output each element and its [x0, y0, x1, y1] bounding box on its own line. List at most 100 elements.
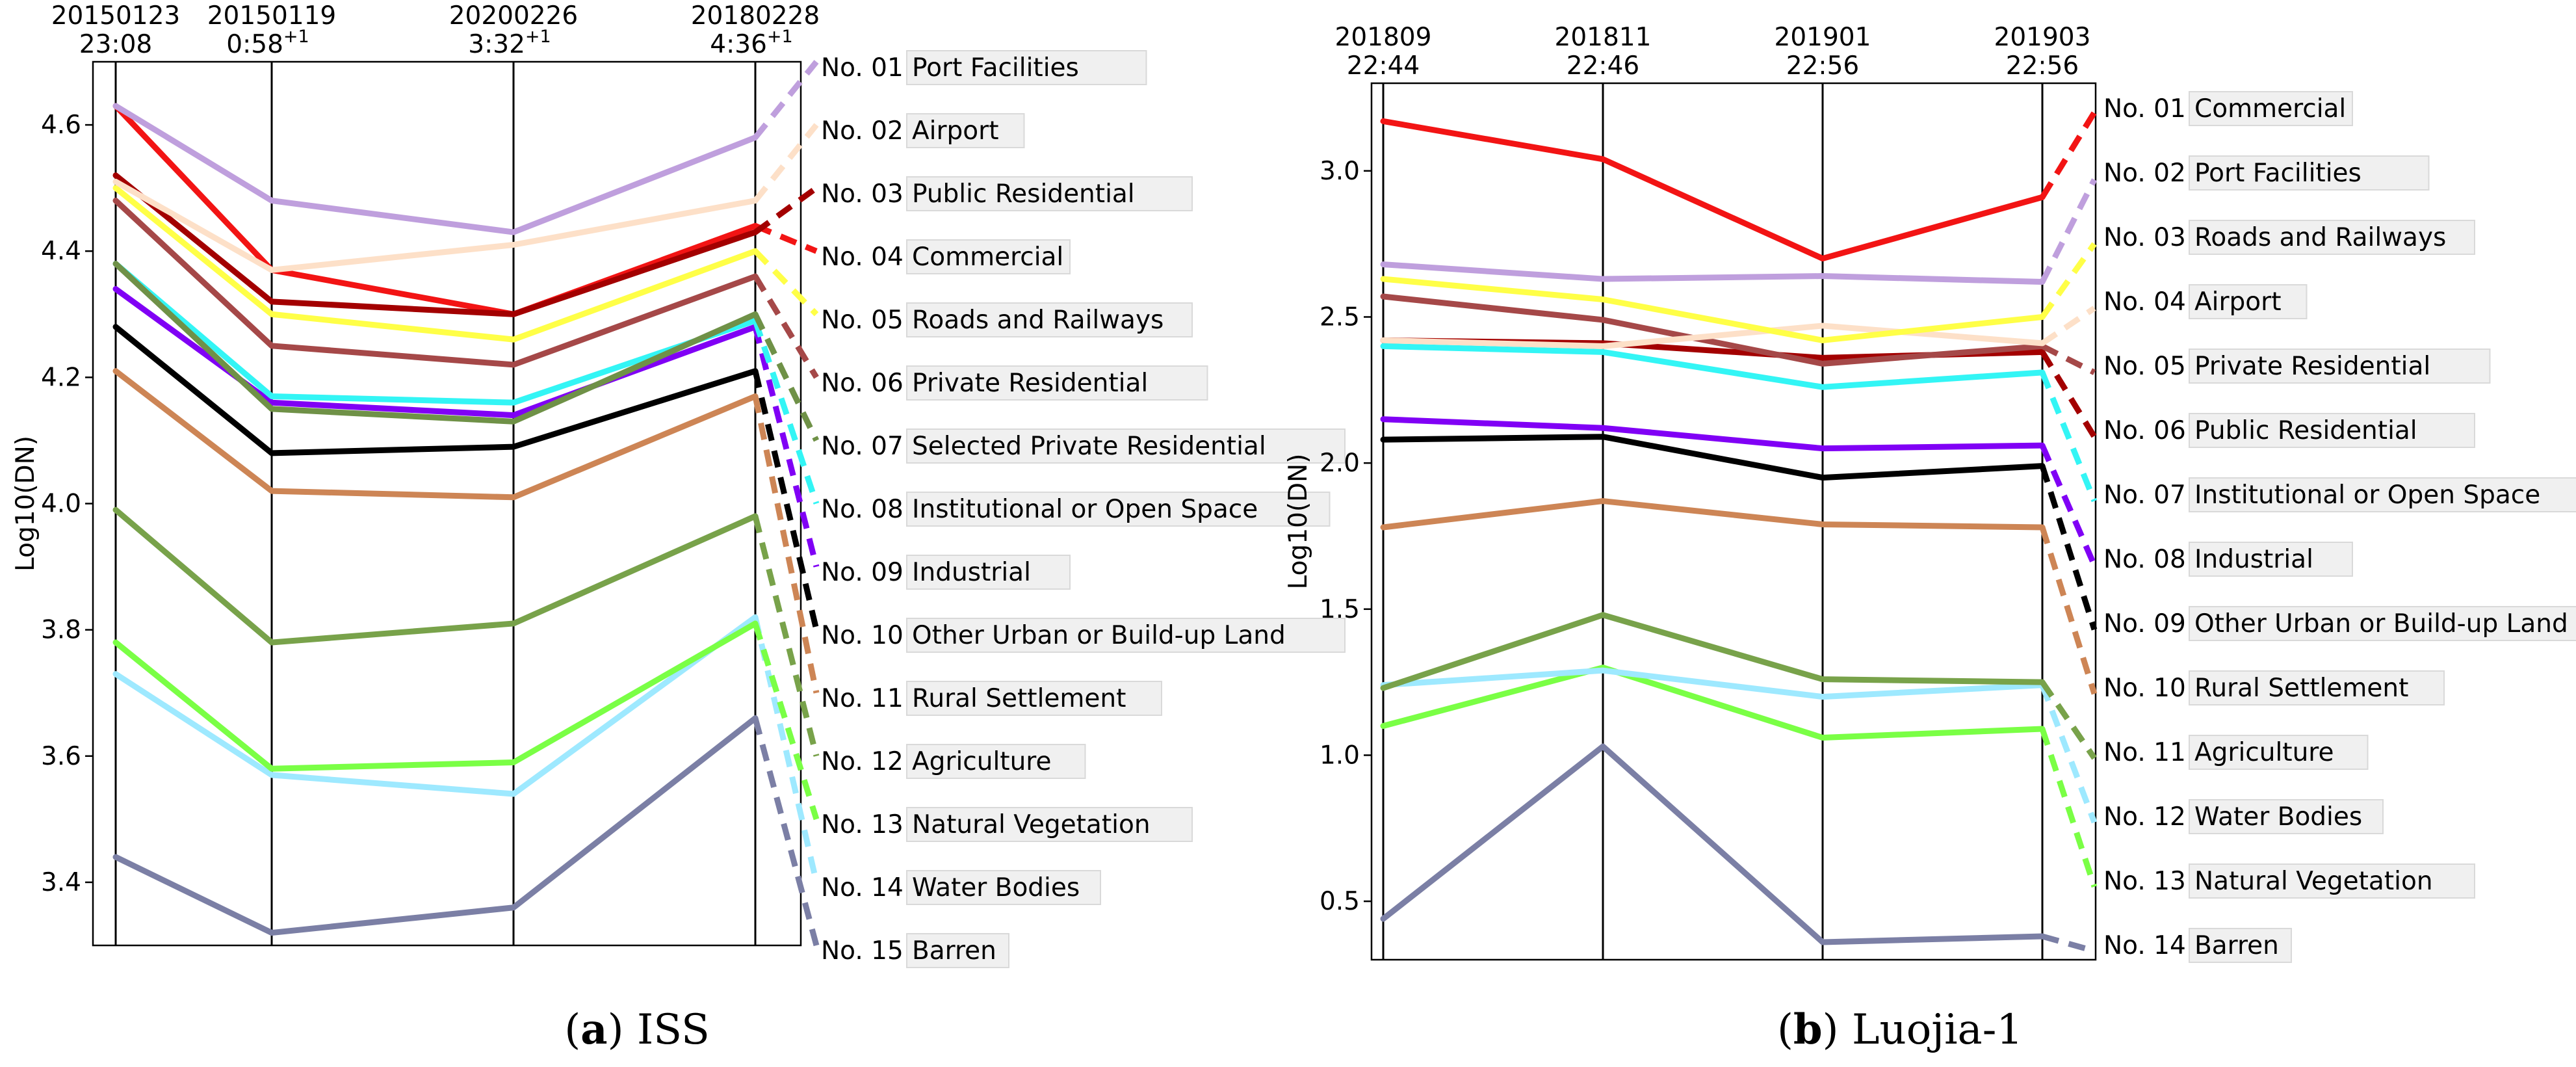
- series-line: [112, 178, 759, 273]
- legend-label-box: [2189, 413, 2475, 448]
- y-axis-label: Log10(DN): [1284, 454, 1313, 590]
- y-tick-label: 4.6: [41, 111, 81, 140]
- series-connector-dash: [753, 60, 819, 140]
- series-connector-dash: [2039, 526, 2098, 695]
- series-line: [112, 261, 759, 406]
- panel-caption: (a) ISS: [564, 1005, 710, 1054]
- legend-label: Private Residential: [912, 369, 1148, 398]
- legend-label: Port Facilities: [2194, 159, 2361, 188]
- legend-label: Roads and Railways: [2194, 223, 2446, 252]
- time-header-superscript: +1: [525, 27, 551, 47]
- series-connector-dash: [2040, 680, 2097, 760]
- legend-label-box: [906, 302, 1193, 337]
- series-line: [112, 185, 759, 343]
- time-header-time: 22:56: [2006, 51, 2079, 81]
- time-header-time: 23:08: [79, 30, 152, 59]
- series-line: [112, 507, 759, 646]
- legend-label: Roads and Railways: [912, 306, 1164, 335]
- series-line: [112, 614, 759, 797]
- series-connector-dash: [2039, 684, 2098, 824]
- legend-label-box: [906, 428, 1346, 464]
- legend-label: Other Urban or Build-up Land: [912, 621, 1286, 650]
- y-tick-label: 1.0: [1320, 741, 1360, 770]
- time-header-time: 0:58+1: [226, 27, 309, 59]
- time-header-date: 201903: [1994, 23, 2091, 52]
- y-axis-label: Log10(DN): [11, 436, 40, 572]
- legend-number: No. 13: [2103, 867, 2186, 896]
- legend-label-box: [906, 492, 1331, 527]
- series-line: [1380, 667, 2046, 700]
- legend-number: No. 02: [2103, 159, 2186, 188]
- series-line: [1380, 665, 2046, 741]
- legend-number: No. 07: [821, 432, 904, 461]
- legend-label: Barren: [2194, 931, 2279, 960]
- series-line: [112, 198, 759, 368]
- series-connector-dash: [2039, 444, 2098, 567]
- y-tick-label: 4.2: [41, 363, 81, 392]
- legend-number: No. 10: [2103, 674, 2186, 703]
- legend-number: No. 02: [821, 116, 904, 146]
- legend-label-box: [2189, 606, 2576, 641]
- legend-number: No. 05: [821, 306, 904, 335]
- time-header-date: 201811: [1555, 23, 1652, 52]
- series-connector-dash: [2040, 343, 2096, 375]
- series-line: [112, 620, 759, 772]
- time-header-date: 20180228: [691, 1, 820, 31]
- y-tick-label: 3.0: [1320, 157, 1360, 186]
- legend-number: No. 06: [821, 369, 904, 398]
- legend-label-box: [2189, 735, 2369, 770]
- time-header-date: 20150123: [51, 1, 181, 31]
- legend-label-box: [906, 365, 1208, 401]
- caption-paren: (: [1777, 1006, 1793, 1054]
- time-header-time: 4:36+1: [710, 27, 792, 59]
- series-connector-dash: [753, 123, 819, 203]
- legend-label: Public Residential: [2194, 416, 2417, 445]
- legend-label: Barren: [912, 936, 996, 966]
- legend-label: Industrial: [2194, 545, 2313, 574]
- series-connector-dash: [752, 326, 820, 568]
- series-line: [1380, 118, 2046, 262]
- legend-label: Natural Vegetation: [912, 810, 1151, 839]
- series-line: [1380, 498, 2046, 531]
- series-line: [112, 324, 759, 456]
- legend-label-box: [906, 176, 1193, 211]
- series-line: [1380, 343, 2046, 390]
- time-header-time: 22:56: [1786, 51, 1859, 81]
- series-line: [112, 261, 759, 425]
- time-header-date: 20200226: [449, 1, 579, 31]
- legend-label-box: [2189, 477, 2576, 512]
- y-tick-label: 3.6: [41, 742, 81, 771]
- legend-label: Institutional or Open Space: [2194, 481, 2540, 510]
- series-connector-dash: [753, 185, 818, 235]
- series-connector-dash: [752, 395, 820, 694]
- series-line: [112, 715, 759, 936]
- time-header-time: 3:32+1: [468, 27, 551, 59]
- series-connector-dash: [2039, 728, 2098, 888]
- series-connector-dash: [753, 249, 819, 317]
- legend-label-box: [2189, 284, 2308, 319]
- legend-number: No. 12: [2103, 802, 2186, 832]
- legend-label-box: [2189, 349, 2491, 384]
- legend-label: Commercial: [912, 243, 1063, 272]
- legend-number: No. 09: [2103, 609, 2186, 639]
- series-connector-dash: [2039, 465, 2098, 631]
- legend-number: No. 08: [2103, 545, 2186, 574]
- y-tick-label: 1.5: [1320, 595, 1360, 624]
- series-line: [1380, 416, 2046, 452]
- legend-label-box: [906, 807, 1193, 842]
- series-line: [112, 103, 759, 317]
- series-connector-dash: [752, 622, 820, 821]
- legend-label: Industrial: [912, 558, 1031, 587]
- legend-number: No. 04: [2103, 287, 2186, 317]
- legend-label-box: [2189, 799, 2384, 834]
- legend-number: No. 11: [2103, 738, 2186, 767]
- legend-label-box: [906, 744, 1086, 779]
- legend-label-box: [2189, 928, 2292, 963]
- legend-label: Commercial: [2194, 94, 2346, 124]
- legend-number: No. 04: [821, 243, 904, 272]
- legend-label-box: [2189, 670, 2445, 705]
- legend-label-box: [906, 681, 1162, 716]
- legend-label: Airport: [2194, 287, 2282, 317]
- series-line: [1380, 434, 2046, 481]
